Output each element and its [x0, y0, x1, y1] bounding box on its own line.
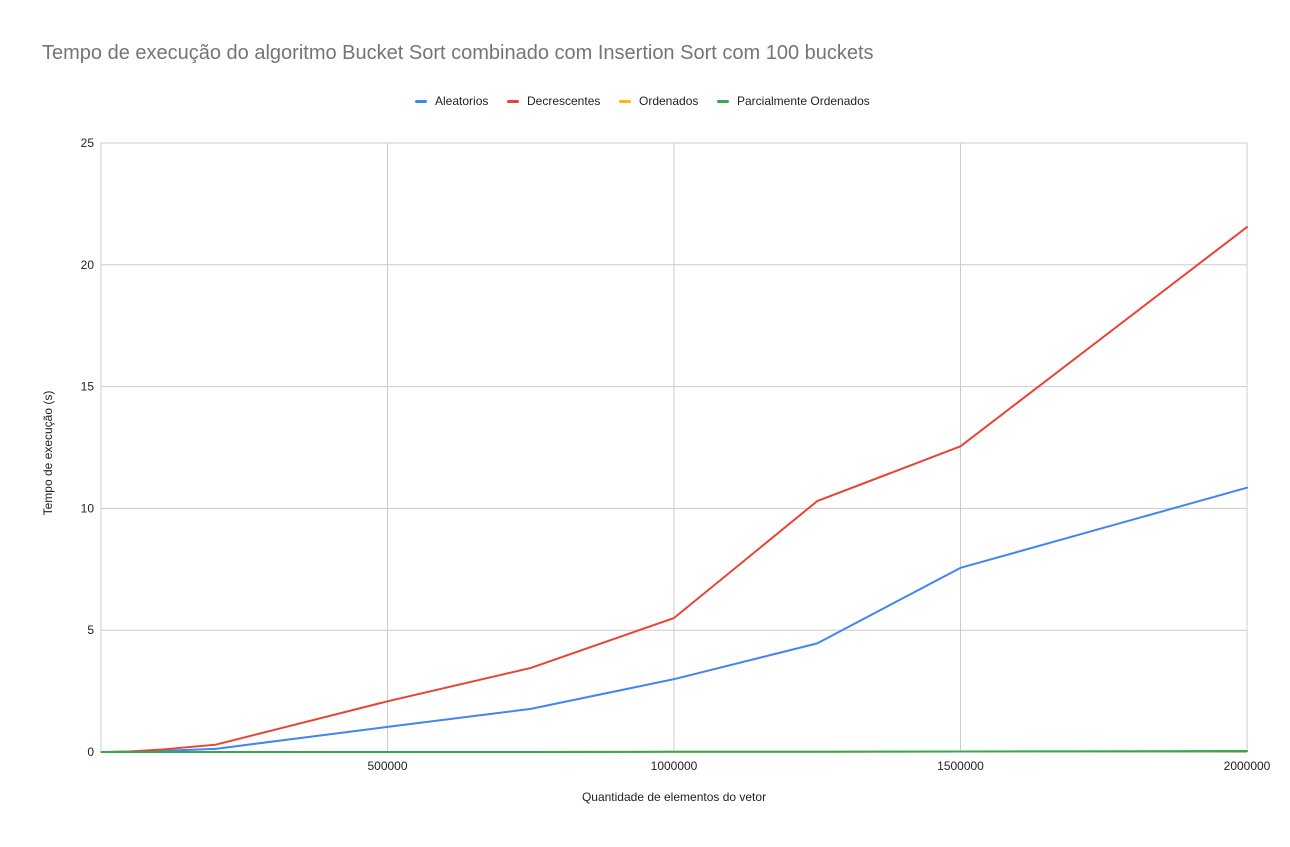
legend-swatch [619, 99, 631, 103]
y-tick-label: 15 [81, 380, 95, 394]
legend-swatch [415, 99, 427, 103]
tick-labels: 0 5 10 15 20 25 500000 1000000 1500000 2000000 [81, 136, 1271, 773]
x-tick-label: 1000000 [651, 759, 698, 773]
y-tick-label: 20 [81, 258, 95, 272]
series-lines [100, 226, 1248, 753]
series-line-parcialmente-ordenados [100, 750, 1248, 753]
x-tick-label: 2000000 [1224, 759, 1271, 773]
grid [100, 142, 1248, 753]
legend-item-aleatorios[interactable]: Aleatorios [415, 94, 488, 108]
y-tick-label: 25 [81, 136, 95, 150]
legend-item-parcialmente-ordenados[interactable]: Parcialmente Ordenados [717, 94, 870, 108]
x-tick-label: 500000 [367, 759, 407, 773]
chart-title: Tempo de execução do algoritmo Bucket So… [42, 42, 874, 64]
x-tick-label: 1500000 [937, 759, 984, 773]
legend-item-ordenados[interactable]: Ordenados [619, 94, 698, 108]
y-tick-label: 0 [87, 745, 94, 759]
legend-item-decrescentes[interactable]: Decrescentes [507, 94, 600, 108]
legend-label: Decrescentes [527, 94, 601, 108]
y-axis-label: Tempo de execução (s) [41, 390, 55, 516]
legend-swatch [717, 99, 729, 103]
y-tick-label: 5 [87, 623, 94, 637]
legend-label: Parcialmente Ordenados [737, 94, 870, 108]
y-tick-label: 10 [81, 501, 95, 515]
legend-label: Ordenados [639, 94, 699, 108]
legend: Aleatorios Decrescentes Ordenados Parcia… [0, 94, 1290, 110]
legend-label: Aleatorios [435, 94, 489, 108]
x-axis-label: Quantidade de elementos do vetor [581, 790, 767, 804]
legend-swatch [507, 99, 519, 103]
